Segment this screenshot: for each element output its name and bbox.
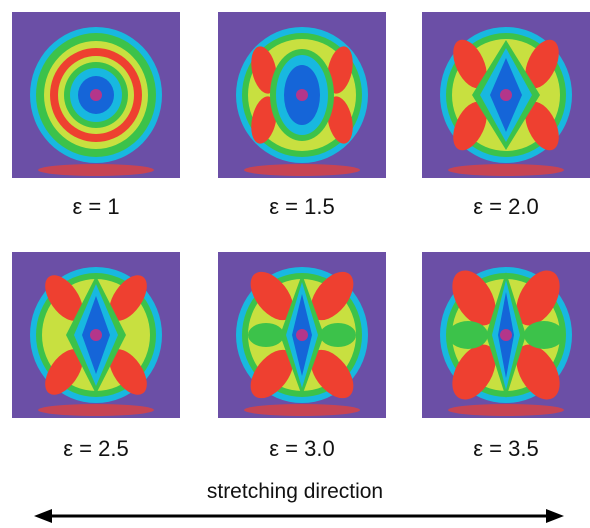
pattern-panel-4 [12,252,180,418]
red-lobe-lower-left [250,349,294,399]
core-beamstop [90,329,102,341]
strain-label-4: ε = 2.5 [63,436,129,461]
strain-label-2: ε = 1.5 [269,194,335,219]
green-side-lobe-left [448,321,488,349]
red-lobe-upper-left [453,39,487,89]
double-arrow-icon [34,509,564,523]
arrow-head-left [34,509,52,523]
red-lobe-upper-right [109,275,147,321]
core-beamstop [296,89,308,101]
core-beamstop [500,329,512,341]
green-side-lobe-right [524,321,564,349]
red-lobe-lower-right [327,96,353,144]
pattern-panel-6 [422,252,590,418]
red-lobe-upper-right [516,270,560,326]
strain-label-1: ε = 1 [72,194,120,219]
red-lobe-upper-right [310,271,354,321]
red-lobe-upper-left [250,271,294,321]
strain-label-5: ε = 3.0 [269,436,335,461]
red-lobe-lower-left [45,349,83,395]
pattern-panel-5 [218,252,386,418]
stretching-direction-caption: stretching direction [206,480,384,503]
scattering-pattern-4 [12,252,180,418]
scattering-pattern-5 [218,252,386,418]
scattering-pattern-1 [12,12,180,178]
pattern-panel-3 [422,12,590,178]
scattering-pattern-3 [422,12,590,178]
strain-label-3: ε = 2.0 [473,194,539,219]
strain-label-6: ε = 3.5 [473,436,539,461]
red-lobe-lower-left [251,96,277,144]
core-beamstop [500,89,512,101]
red-lobe-lower-right [516,344,560,400]
base-glow [38,404,154,416]
base-glow [38,164,154,176]
red-lobe-upper-left [452,270,496,326]
base-glow [448,164,564,176]
scattering-pattern-6 [422,252,590,418]
red-lobe-lower-right [109,349,147,395]
core-beamstop [296,329,308,341]
green-side-lobe-left [248,323,284,347]
green-side-lobe-right [320,323,356,347]
red-lobe-lower-left [452,344,496,400]
red-lobe-lower-right [310,349,354,399]
pattern-panel-1 [12,12,180,178]
base-glow [244,164,360,176]
core-beamstop [90,89,102,101]
base-glow [448,404,564,416]
red-lobe-upper-right [327,46,353,94]
red-lobe-upper-right [525,39,559,89]
red-lobe-upper-left [45,275,83,321]
red-lobe-lower-right [525,101,559,151]
red-lobe-upper-left [251,46,277,94]
pattern-panel-2 [218,12,386,178]
red-lobe-lower-left [453,101,487,151]
base-glow [244,404,360,416]
arrow-head-right [546,509,564,523]
scattering-pattern-2 [218,12,386,178]
